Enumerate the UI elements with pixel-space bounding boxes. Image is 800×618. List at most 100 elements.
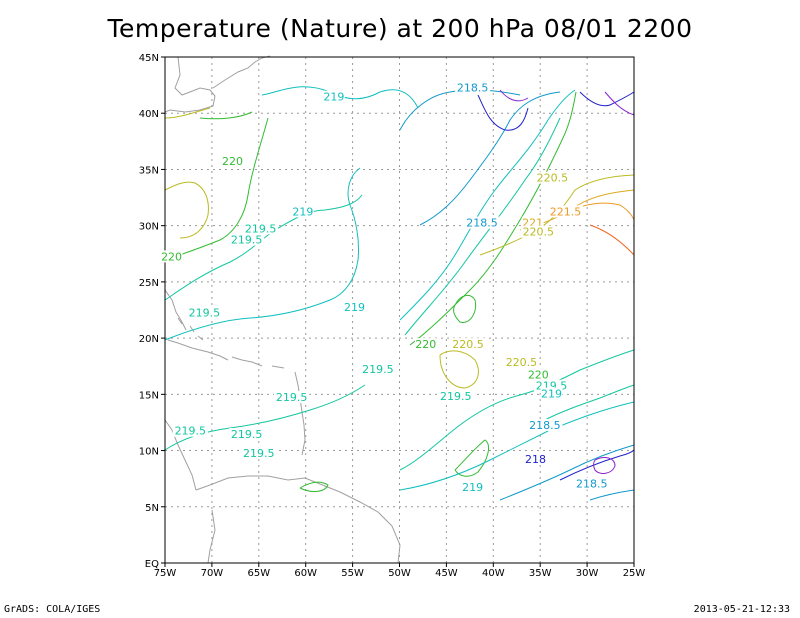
contour-label-background: [172, 424, 208, 437]
contour-label-background: [520, 225, 556, 238]
contour-label: 220: [222, 155, 243, 168]
contour-label-background: [243, 222, 279, 235]
y-axis: EQ 5N 10N 15N 20N 25N 30N 35N 40N 45N: [139, 53, 165, 570]
contour-line-220-5-west: [164, 107, 211, 239]
contour-label: 219.5: [362, 363, 394, 376]
contour-line-218-south: [559, 449, 635, 481]
contour-lines: [164, 86, 635, 501]
contour-line-219-5-caribbean: [164, 384, 366, 451]
coastline-puerto-rico: [271, 365, 285, 369]
coastline-nova-scotia: [212, 55, 271, 89]
y-tick-label: 45N: [139, 53, 159, 64]
contour-label-background: [343, 301, 366, 313]
y-tick-label: 30N: [139, 222, 159, 233]
contour-line-220-caribbean: [299, 481, 329, 493]
contour-line-218-5-se: [589, 489, 635, 501]
contour-label: 218.5: [529, 419, 561, 432]
x-tick-label: 60W: [294, 568, 317, 579]
contour-line-220-closed-mid: [453, 294, 477, 323]
contour-label: 219.5: [276, 391, 308, 404]
contour-label: 219.5: [243, 447, 275, 460]
contour-label: 219: [462, 481, 483, 494]
y-tick-label: EQ: [145, 559, 159, 570]
contour-label: 218: [525, 453, 546, 466]
contour-label: 221.5: [550, 205, 582, 218]
x-tick-label: 70W: [201, 568, 224, 579]
coastline-south-america: [195, 475, 401, 564]
contour-label-background: [229, 233, 265, 246]
chart-title: Temperature (Nature) at 200 hPa 08/01 22…: [107, 14, 693, 43]
contour-line-217-ne: [604, 91, 635, 116]
coastline-central-america: [164, 419, 197, 491]
contour-label-background: [574, 477, 610, 490]
contour-label-background: [291, 205, 314, 218]
contour-line-219-central: [164, 167, 361, 341]
contour-label: 219.5: [189, 307, 221, 320]
coastline-cuba: [167, 339, 229, 361]
contour-label: 218.5: [457, 82, 489, 95]
contour-line-220-east: [409, 91, 577, 346]
x-axis: 75W 70W 65W 60W 55W 50W 45W 40W 35W 30W 25W: [154, 563, 646, 579]
contour-line-218-5-ridge: [419, 91, 561, 226]
contour-label-background: [461, 480, 484, 493]
y-tick-label: 5N: [145, 503, 159, 514]
contour-label: 220: [161, 250, 182, 263]
y-tick-label: 20N: [139, 334, 159, 345]
x-tick-label: 25W: [623, 568, 646, 579]
y-tick-label: 35N: [139, 165, 159, 176]
contour-label: 219: [541, 388, 562, 401]
contour-line-219-south: [399, 401, 635, 491]
contour-line-220-5-closed: [439, 350, 479, 389]
contour-line-217-5-north-closed: [499, 89, 529, 102]
contour-label: 220.5: [506, 356, 538, 369]
contour-label: 219.5: [175, 425, 207, 438]
contour-label: 219.5: [440, 390, 472, 403]
contour-label: 218.5: [466, 217, 498, 230]
x-tick-label: 50W: [388, 568, 411, 579]
contour-line-220-west: [164, 111, 269, 261]
contour-label: 220.5: [523, 226, 555, 239]
contour-label: 220: [528, 368, 549, 381]
contour-label-background: [438, 389, 474, 402]
contour-label-background: [160, 250, 183, 263]
coastline-bahamas: [177, 317, 204, 341]
contour-label: 218.5: [576, 478, 608, 491]
contour-line-219-5-south: [399, 349, 635, 471]
contour-label-background: [414, 338, 437, 351]
x-tick-label: 30W: [576, 568, 599, 579]
contour-label-background: [527, 368, 550, 381]
contour-line-222: [589, 224, 635, 256]
contour-label-background: [524, 452, 547, 465]
contour-label-background: [464, 216, 500, 229]
contour-label-background: [503, 356, 539, 369]
contour-line-217-5-ne: [579, 91, 635, 107]
contour-label-background: [186, 306, 222, 319]
contour-label-background: [322, 90, 345, 103]
y-tick-label: 10N: [139, 447, 159, 458]
x-tick-label: 35W: [529, 568, 552, 579]
contour-line-219-east: [399, 89, 576, 321]
coastline-hispaniola: [231, 356, 263, 367]
contour-label-background: [229, 428, 265, 441]
contour-line-219-5-west: [164, 194, 363, 301]
contour-label-background: [221, 154, 244, 167]
footer-timestamp: 2013-05-21-12:33: [693, 604, 790, 615]
contour-label: 219.5: [245, 222, 277, 235]
x-tick-label: 45W: [435, 568, 458, 579]
footer-grads-credit: GrADS: COLA/IGES: [4, 604, 101, 615]
y-tick-label: 40N: [139, 109, 159, 120]
contour-label-background: [450, 338, 486, 351]
grid-layer: [165, 57, 634, 563]
contour-label: 219: [323, 91, 344, 104]
x-tick-label: 65W: [247, 568, 270, 579]
contour-line-218-5-south: [499, 444, 635, 501]
contour-line-220-south: [454, 439, 489, 477]
contour-label-background: [455, 81, 491, 94]
coastline-north-america: [164, 56, 216, 113]
contour-line-218-north-closed: [477, 94, 529, 131]
contour-line-219-5-east-south: [544, 384, 635, 421]
y-tick-label: 25N: [139, 278, 159, 289]
contour-label: 219: [344, 301, 365, 314]
